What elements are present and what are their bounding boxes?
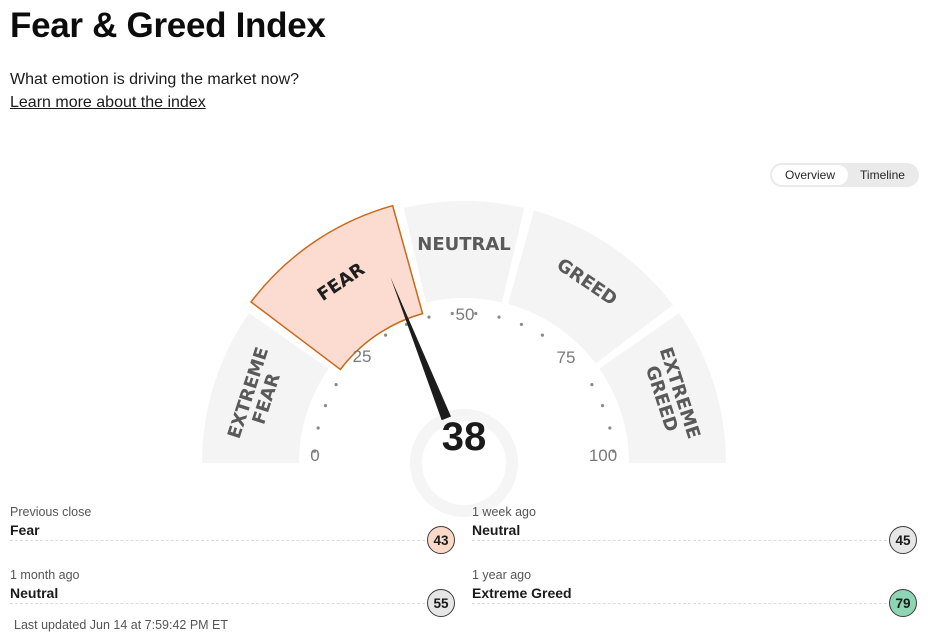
- view-toggle: Overview Timeline: [770, 163, 919, 187]
- tab-overview[interactable]: Overview: [772, 165, 848, 185]
- stat-value: Extreme Greed: [472, 585, 576, 601]
- tab-timeline[interactable]: Timeline: [860, 168, 905, 182]
- scale-dot: [590, 383, 594, 387]
- scale-dot: [611, 449, 616, 453]
- gauge-segment-label: NEUTRAL: [417, 234, 511, 255]
- page-subtitle: What emotion is driving the market now?: [10, 71, 300, 88]
- gauge-needle: [390, 277, 451, 421]
- scale-dot: [540, 333, 544, 337]
- stat-label: 1 week ago: [472, 505, 536, 519]
- scale-label-0: 0: [310, 446, 319, 465]
- stat-score-badge: 79: [889, 589, 917, 617]
- learn-more-link[interactable]: Learn more about the index: [10, 94, 206, 111]
- scale-label-100: 100: [589, 446, 617, 465]
- stat-value: Fear: [10, 522, 44, 538]
- stat-1-week-ago: 1 week ago Neutral 45: [472, 505, 917, 555]
- stat-score-badge: 55: [427, 589, 455, 617]
- scale-dot: [427, 315, 431, 319]
- stat-divider: [472, 540, 887, 541]
- gauge-score: 38: [442, 415, 487, 459]
- scale-dot: [316, 426, 320, 430]
- stat-1-month-ago: 1 month ago Neutral 55: [10, 568, 455, 618]
- scale-dot: [312, 449, 317, 453]
- stat-score-badge: 45: [889, 526, 917, 554]
- scale-label-25: 25: [353, 347, 372, 366]
- stat-label: 1 month ago: [10, 568, 80, 582]
- scale-dot: [497, 315, 501, 319]
- gauge-segment-neutral: [403, 201, 525, 303]
- gauge-segment-fear: [249, 204, 424, 371]
- stat-divider: [10, 540, 425, 541]
- last-updated: Last updated Jun 14 at 7:59:42 PM ET: [14, 618, 229, 632]
- scale-dot: [608, 426, 612, 430]
- stat-value: Neutral: [472, 522, 525, 538]
- stat-divider: [472, 603, 887, 604]
- scale-dot: [384, 333, 388, 337]
- scale-label-75: 75: [557, 348, 576, 367]
- stat-divider: [10, 603, 425, 604]
- stat-value: Neutral: [10, 585, 63, 601]
- stat-1-year-ago: 1 year ago Extreme Greed 79: [472, 568, 917, 618]
- gauge-segment-greed: [508, 210, 673, 364]
- stat-previous-close: Previous close Fear 43: [10, 505, 455, 555]
- scale-dot: [600, 403, 605, 408]
- scale-dot: [519, 322, 524, 327]
- stat-label: Previous close: [10, 505, 92, 519]
- scale-dot: [334, 383, 338, 387]
- scale-label-50: 50: [456, 305, 475, 324]
- gauge-center: [422, 421, 506, 505]
- page-title: Fear & Greed Index: [10, 6, 326, 45]
- stat-label: 1 year ago: [472, 568, 532, 582]
- gauge-segment-extreme-greed: [599, 313, 726, 463]
- gauge-segment-extreme-fear: [202, 313, 329, 463]
- scale-dot: [450, 311, 454, 316]
- stat-score-badge: 43: [427, 526, 455, 554]
- scale-dot: [323, 403, 328, 408]
- scale-dot: [474, 311, 478, 316]
